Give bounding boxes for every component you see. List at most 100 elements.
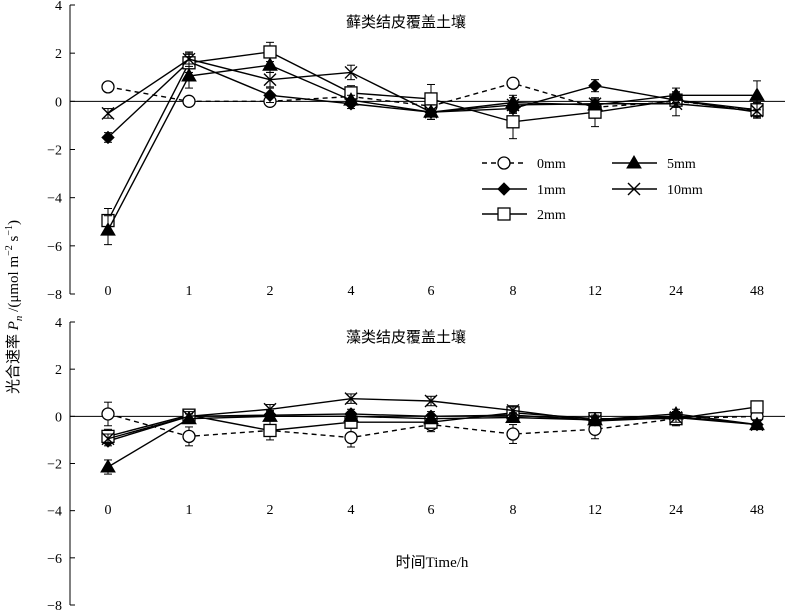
data-point-algae-0mm (344, 430, 358, 445)
data-point-moss-1mm (588, 78, 602, 93)
legend-item-2mm: 2mm (482, 207, 566, 223)
data-point-algae-5mm (343, 408, 359, 422)
legend-marker (497, 182, 511, 196)
data-point-moss-10mm-stroke-b (263, 73, 277, 87)
legend-marker (497, 156, 511, 170)
y-tick-label-algae: −2 (47, 458, 62, 473)
x-tick-label-algae: 12 (588, 503, 602, 518)
legend-label: 0mm (537, 157, 566, 172)
y-tick-label-algae: 0 (55, 410, 62, 425)
data-point-moss-2mm (263, 45, 277, 59)
data-point-algae-10mm (182, 409, 196, 423)
legend-label: 2mm (537, 208, 566, 223)
series-moss-10mm (101, 51, 764, 120)
y-axis-title-exp1: −2 (4, 245, 15, 256)
data-point-algae-10mm-stroke-b (750, 418, 764, 432)
data-point-algae-2mm (750, 400, 764, 414)
data-point-algae-10mm-stroke-b (669, 411, 683, 425)
data-point-moss-5mm (343, 92, 359, 106)
legend-item-5mm: 5mm (612, 155, 696, 172)
data-point-moss-10mm-stroke-b (669, 97, 683, 111)
data-point-moss-10mm (588, 97, 602, 111)
data-point-moss-1mm (263, 88, 277, 103)
x-tick-label-moss: 0 (105, 284, 112, 299)
x-tick-label-moss: 2 (267, 284, 274, 299)
y-tick-label-algae: −4 (47, 505, 62, 520)
data-point-moss-10mm (182, 52, 196, 66)
series-line-moss-2mm (107, 51, 758, 221)
data-point-moss-2mm (506, 115, 520, 129)
y-tick-label-algae: −6 (47, 552, 62, 567)
data-point-moss-5mm (100, 222, 116, 236)
data-point-moss-10mm-stroke-b (506, 98, 520, 112)
data-point-algae-10mm (263, 402, 277, 416)
x-tick-label-moss: 6 (428, 284, 435, 299)
legend-label: 10mm (667, 183, 703, 198)
data-point-moss-0mm (506, 76, 520, 90)
y-tick-label-moss: 2 (55, 47, 62, 62)
data-point-algae-10mm (101, 432, 115, 446)
data-point-moss-10mm (424, 105, 438, 119)
x-tick-label-algae: 8 (510, 503, 517, 518)
y-tick-label-algae: −8 (47, 599, 62, 612)
data-point-moss-0mm (101, 80, 115, 94)
x-tick-label-algae: 6 (428, 503, 435, 518)
data-point-moss-10mm (101, 106, 115, 120)
data-point-algae-10mm-stroke-b (588, 414, 602, 428)
data-point-algae-10mm-stroke-b (182, 409, 196, 423)
legend-item-0mm: 0mm (482, 156, 566, 172)
data-point-algae-2mm (263, 423, 277, 438)
series-moss-5mm (100, 57, 765, 246)
series-algae-10mm (101, 392, 764, 446)
data-point-moss-10mm-stroke-b (344, 65, 358, 79)
data-point-moss-2mm (424, 92, 438, 106)
data-point-moss-5mm (181, 68, 197, 82)
y-tick-label-moss: 4 (55, 0, 62, 14)
data-point-moss-10mm-stroke-b (750, 104, 764, 118)
data-point-moss-10mm-stroke-b (588, 97, 602, 111)
y-axis-title-unit: /(μmol m (6, 256, 22, 316)
y-axis-title-var: P (6, 321, 22, 331)
data-point-algae-0mm (182, 429, 196, 444)
panel-title-algae: 藻类结皮覆盖土壤 (346, 328, 466, 346)
y-tick-label-algae: 2 (55, 363, 62, 378)
y-axis-title-sub: n (13, 315, 25, 321)
x-tick-label-moss: 4 (348, 284, 355, 299)
x-tick-label-algae: 4 (348, 503, 355, 518)
data-point-moss-10mm-stroke-b (182, 52, 196, 66)
data-point-algae-5mm (423, 410, 439, 425)
data-point-algae-10mm-stroke-b (344, 392, 358, 406)
legend-label: 1mm (537, 183, 566, 198)
data-point-moss-0mm (182, 94, 196, 108)
series-line-moss-5mm (107, 64, 757, 231)
data-point-algae-10mm-stroke-b (424, 394, 438, 408)
x-tick-label-algae: 24 (669, 503, 683, 518)
data-point-algae-10mm (669, 411, 683, 425)
data-point-algae-10mm-stroke-b (506, 403, 520, 417)
x-tick-label-algae: 48 (750, 503, 764, 518)
y-tick-label-moss: −2 (47, 144, 62, 159)
legend-marker (627, 182, 641, 196)
x-tick-label-moss: 1 (186, 284, 193, 299)
data-point-algae-10mm (750, 418, 764, 432)
y-tick-label-moss: −8 (47, 288, 62, 303)
data-point-moss-10mm-stroke-b (424, 105, 438, 119)
data-point-algae-10mm-stroke-b (263, 402, 277, 416)
data-point-algae-0mm (506, 427, 520, 441)
x-tick-label-moss: 8 (510, 284, 517, 299)
data-point-moss-10mm (344, 65, 358, 79)
x-tick-label-algae: 0 (105, 503, 112, 518)
x-axis-title: 时间Time/h (396, 554, 469, 571)
data-point-moss-5mm (262, 57, 278, 71)
data-point-moss-10mm (669, 97, 683, 111)
y-axis-title-prefix: 光合速率 (5, 330, 22, 394)
y-tick-label-moss: −4 (47, 192, 62, 207)
data-point-algae-10mm (506, 403, 520, 417)
y-axis-title-close: ) (6, 220, 22, 225)
series-moss-2mm (101, 41, 764, 234)
y-tick-label-moss: 0 (55, 95, 62, 110)
data-point-algae-10mm (588, 414, 602, 428)
